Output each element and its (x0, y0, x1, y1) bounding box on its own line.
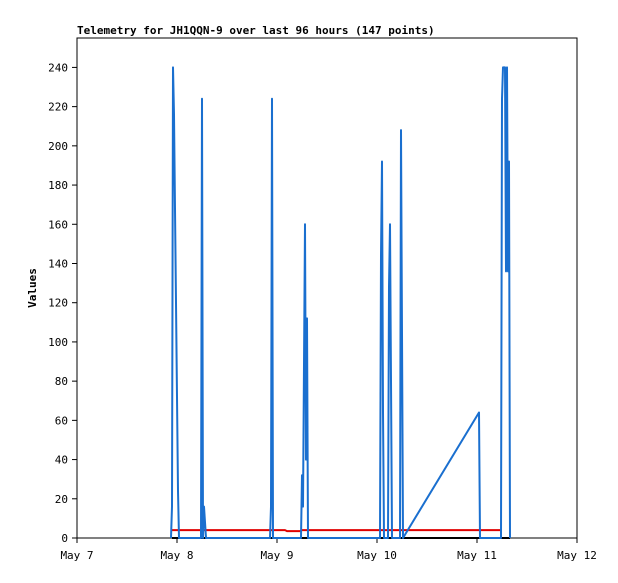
y-tick-label: 140 (48, 257, 68, 270)
x-tick-label: May 10 (357, 549, 397, 562)
y-tick-label: 160 (48, 218, 68, 231)
y-tick-label: 120 (48, 297, 68, 310)
series-line (170, 66, 511, 539)
y-tick-label: 0 (61, 532, 68, 545)
y-tick-label: 240 (48, 61, 68, 74)
y-tick-label: 220 (48, 101, 68, 114)
y-tick-label: 200 (48, 140, 68, 153)
y-tick-label: 100 (48, 336, 68, 349)
x-tick-label: May 11 (457, 549, 497, 562)
series-line (172, 529, 502, 533)
y-tick-label: 80 (55, 375, 68, 388)
x-tick-label: May 12 (557, 549, 597, 562)
y-tick-label: 60 (55, 414, 68, 427)
x-tick-label: May 7 (60, 549, 93, 562)
y-tick-label: 20 (55, 493, 68, 506)
y-axis-label: Values (26, 268, 39, 308)
x-tick-label: May 8 (160, 549, 193, 562)
y-tick-label: 180 (48, 179, 68, 192)
chart-title: Telemetry for JH1QQN-9 over last 96 hour… (77, 24, 435, 37)
x-tick-label: May 9 (260, 549, 293, 562)
y-tick-label: 40 (55, 454, 68, 467)
